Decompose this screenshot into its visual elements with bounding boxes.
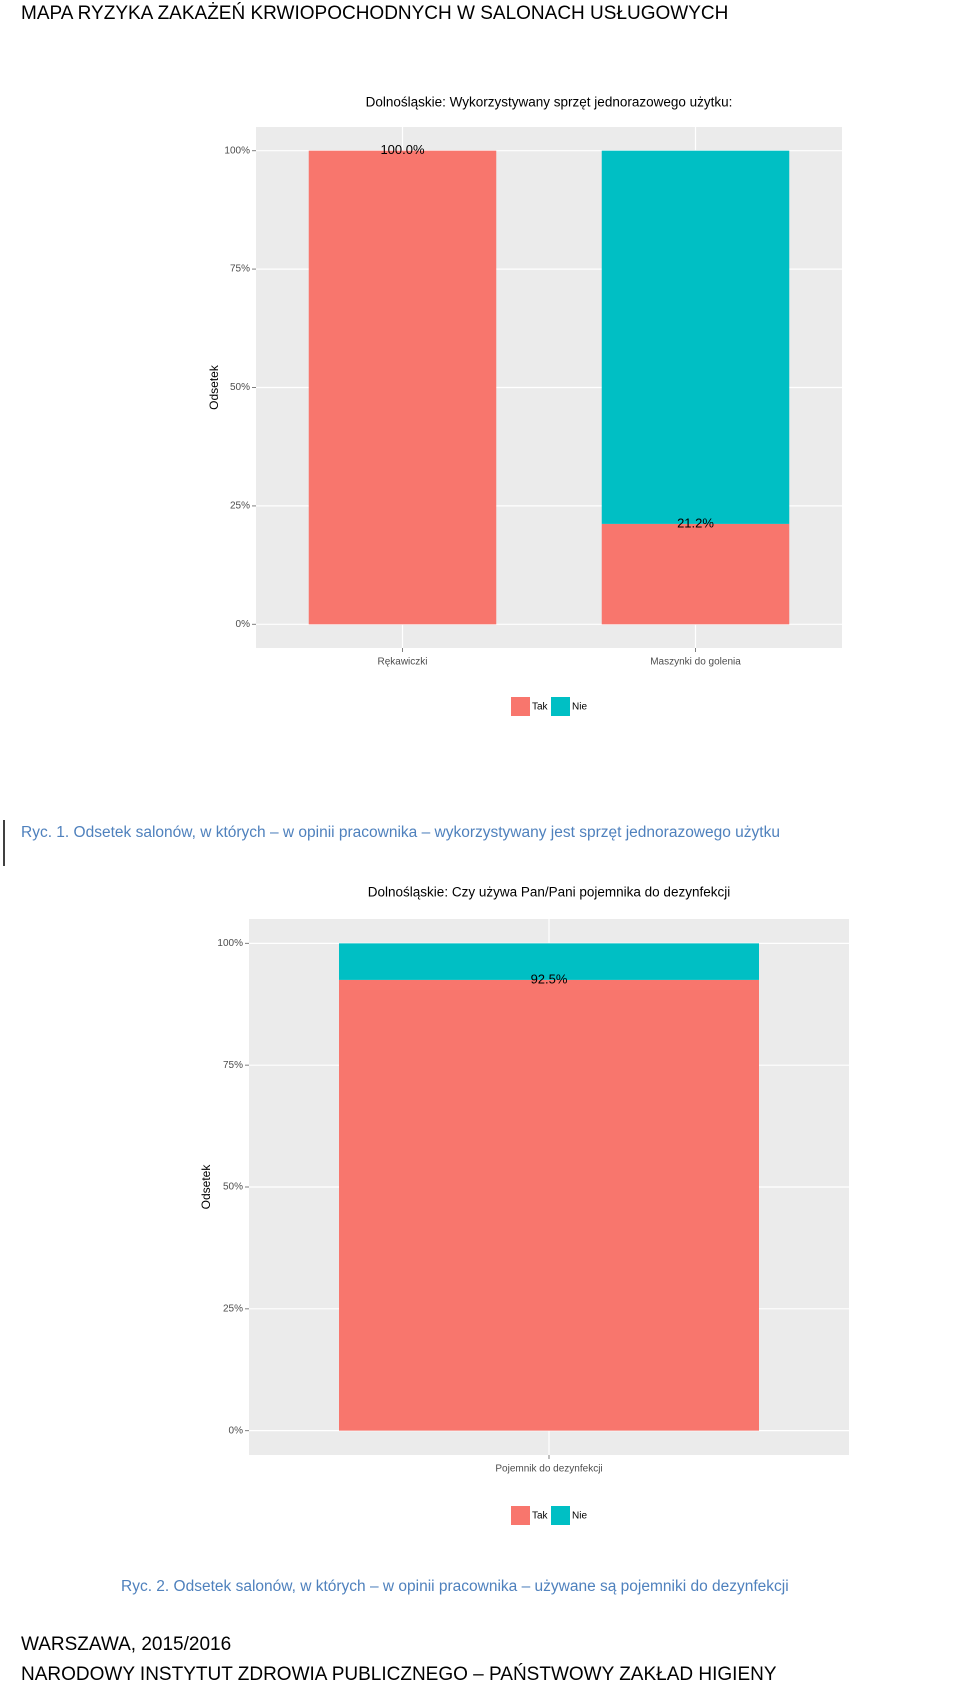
bar-segment [601, 150, 790, 524]
bar-segment [339, 943, 759, 980]
value-label: 92.5% [531, 971, 568, 986]
y-axis-label: Odsetek [199, 1164, 213, 1210]
footer-institution: NARODOWY INSTYTUT ZDROWIA PUBLICZNEGO – … [21, 1664, 777, 1685]
y-tick-label: 100% [217, 938, 243, 949]
value-label: 100.0% [380, 142, 425, 157]
legend-label: Nie [572, 1511, 587, 1522]
footer-place: WARSZAWA, 2015/2016 [21, 1634, 231, 1655]
legend-label: Tak [532, 702, 549, 713]
y-tick-label: 50% [223, 1182, 243, 1193]
legend-label: Nie [572, 702, 587, 713]
y-tick-label: 25% [230, 501, 250, 512]
legend-key [551, 697, 570, 716]
legend-key [511, 697, 530, 716]
header-title: MAPA RYZYKA ZAKAŻEŃ KRWIOPOCHODNYCH W SA… [21, 3, 728, 24]
y-tick-label: 25% [223, 1303, 243, 1314]
x-tick-label: Pojemnik do dezynfekcji [495, 1464, 602, 1475]
y-tick-label: 0% [236, 619, 251, 630]
y-tick-label: 75% [223, 1060, 243, 1071]
legend-key [511, 1506, 530, 1525]
bar-segment [601, 523, 790, 625]
legend-key [551, 1506, 570, 1525]
y-tick-label: 100% [224, 145, 250, 156]
chart-title: Dolnośląskie: Wykorzystywany sprzęt jedn… [366, 95, 733, 110]
bar-segment [339, 979, 759, 1431]
caption: Ryc. 1. Odsetek salonów, w których – w o… [21, 824, 780, 841]
y-tick-label: 75% [230, 264, 250, 275]
y-axis-label: Odsetek [207, 364, 221, 410]
bar-segment [308, 150, 497, 625]
y-tick-label: 0% [229, 1425, 244, 1436]
x-tick-label: Rękawiczki [377, 657, 427, 668]
x-tick-label: Maszynki do golenia [650, 657, 741, 668]
chart-title: Dolnośląskie: Czy używa Pan/Pani pojemni… [368, 885, 730, 900]
legend-label: Tak [532, 1511, 549, 1522]
value-label: 21.2% [677, 515, 714, 530]
caption: Ryc. 2. Odsetek salonów, w których – w o… [121, 1578, 789, 1595]
y-tick-label: 50% [230, 382, 250, 393]
